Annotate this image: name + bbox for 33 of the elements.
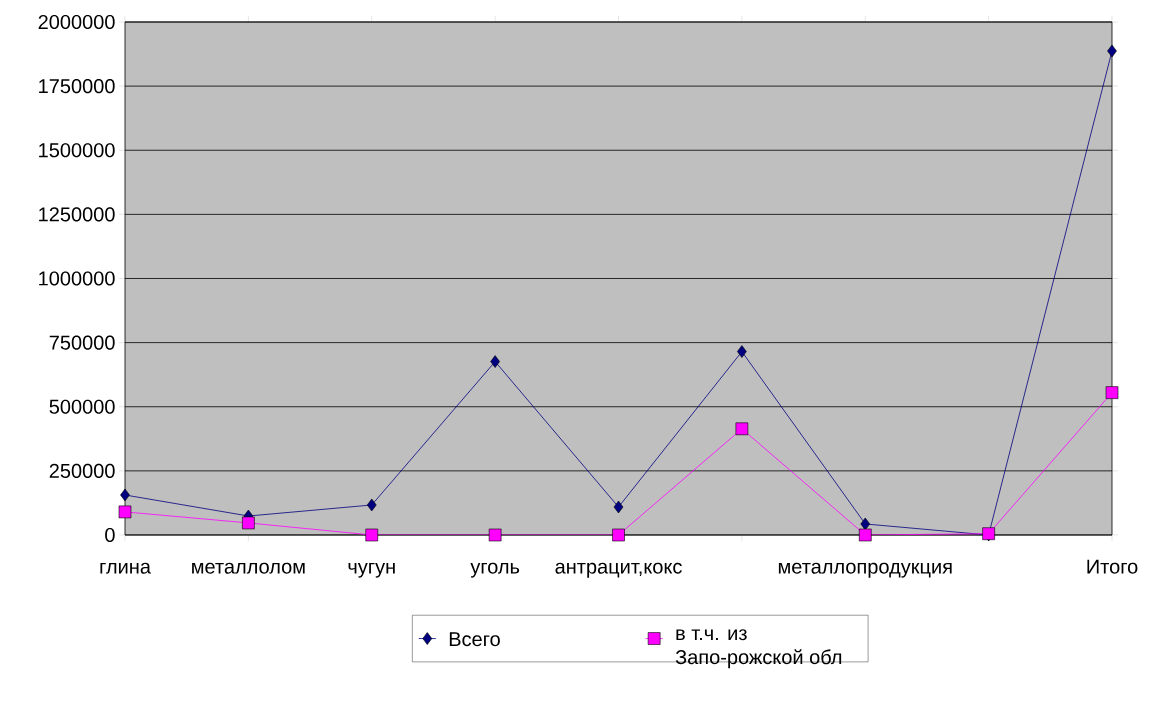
x-tick-label: металлопродукция (778, 562, 952, 578)
point (737, 345, 747, 358)
point (860, 517, 871, 531)
point (858, 528, 872, 542)
point (1107, 44, 1117, 58)
x-tick-label: глина (100, 562, 151, 574)
point (118, 505, 132, 519)
point (488, 528, 502, 542)
y-tick-label: 250000 (49, 463, 115, 478)
point (365, 528, 379, 542)
x-tick-label: Итого (1087, 559, 1138, 574)
x-tick-label: металлолом (192, 562, 305, 574)
y-tick-label: 1750000 (39, 79, 115, 94)
x-tick-label: уголь (470, 562, 520, 578)
y-tick-label: 2000000 (38, 14, 115, 30)
point (735, 422, 749, 436)
point (242, 516, 255, 530)
x-tick-label: чугун (348, 562, 395, 578)
point (366, 498, 377, 512)
point (1105, 386, 1119, 399)
point (613, 500, 624, 514)
y-tick-label: 500000 (49, 399, 115, 414)
y-tick-label: 1500000 (39, 143, 115, 158)
point (490, 355, 500, 368)
legend-label: в т.ч. из Запо-рожской обл (675, 629, 842, 669)
y-tick-label: 750000 (49, 335, 115, 350)
y-tick-label: 0 (105, 527, 115, 543)
y-tick-label: 1250000 (39, 207, 115, 222)
point (612, 528, 625, 542)
y-tick-label: 1000000 (39, 271, 115, 286)
legend-label: Всего (449, 632, 500, 647)
x-tick-label: антрацит,кокс (555, 562, 682, 578)
point (120, 488, 130, 502)
